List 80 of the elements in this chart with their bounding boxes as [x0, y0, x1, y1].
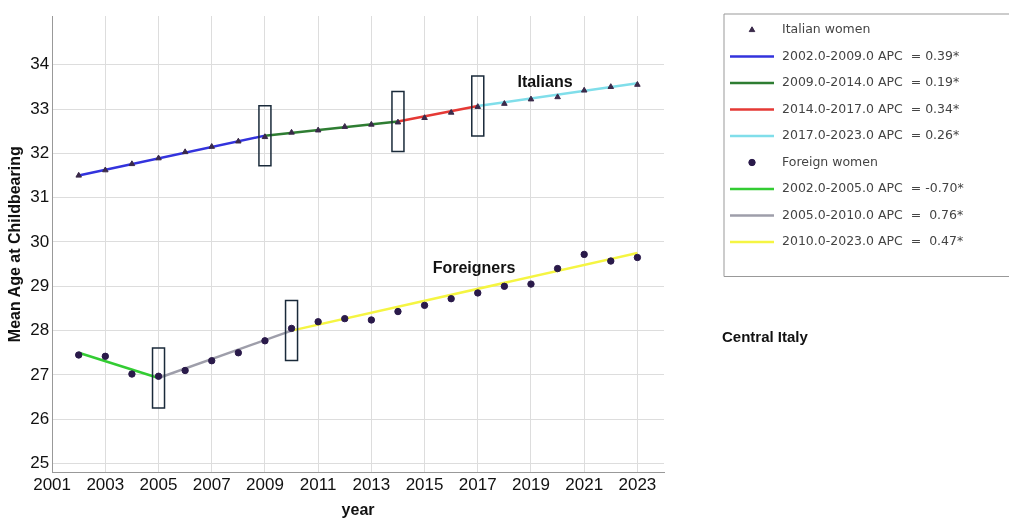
point: [553, 264, 562, 273]
point: [235, 137, 242, 144]
point: [75, 171, 82, 178]
legend-label: 2010.0-2023.0 APC = 0.47*: [782, 233, 964, 249]
point: [394, 118, 402, 125]
point: [181, 366, 189, 375]
point: [580, 86, 588, 93]
point: [314, 126, 322, 133]
point: [394, 307, 402, 316]
text: Central Italy: [722, 328, 808, 345]
x-tick-label: 2021: [565, 475, 604, 495]
legend-label: 2002.0-2009.0 APC = 0.39*: [782, 47, 960, 63]
point: [447, 295, 455, 303]
point: [474, 103, 482, 109]
x-axis-title: year: [341, 500, 375, 518]
point: [181, 148, 189, 155]
x-tick-label: 2001: [33, 475, 72, 495]
legend-label: 2009.0-2014.0 APC = 0.19*: [782, 74, 960, 90]
point: [607, 257, 615, 265]
point: [287, 324, 296, 333]
point: [288, 128, 295, 135]
x-tick-label: 2005: [139, 475, 178, 495]
y-tick-label: 29: [30, 275, 50, 295]
point: [314, 318, 322, 326]
y-tick-label: 30: [30, 231, 50, 251]
point: [527, 280, 535, 288]
y-tick-label: 32: [30, 143, 50, 163]
y-tick-label: 28: [30, 320, 50, 340]
point: [447, 108, 455, 115]
point: [102, 166, 109, 173]
point: [367, 316, 376, 324]
x-tick-label: 2009: [246, 475, 284, 495]
legend-label: Italian women: [782, 21, 871, 37]
point: [500, 282, 509, 290]
x-tick-label: 2019: [512, 475, 550, 495]
point: [607, 83, 615, 89]
legend-label: 2002.0-2005.0 APC = -0.70*: [782, 180, 964, 196]
point: [155, 154, 162, 161]
legend-label: Foreign women: [782, 153, 878, 169]
y-tick-label: 26: [30, 408, 50, 428]
point: [128, 370, 136, 378]
x-tick-label: 2013: [352, 475, 391, 495]
point: [75, 351, 83, 359]
point: [634, 80, 641, 87]
point: [101, 352, 110, 361]
point: [474, 289, 482, 297]
x-tick-label: 2015: [405, 475, 444, 495]
legend-label: 2005.0-2010.0 APC = 0.76*: [782, 206, 964, 222]
point: [154, 372, 163, 380]
point: [261, 133, 269, 140]
point: [341, 314, 349, 323]
point: [368, 120, 375, 127]
legend-label: 2014.0-2017.0 APC = 0.34*: [782, 100, 960, 116]
point: [208, 357, 216, 365]
point: [501, 100, 508, 106]
point: [208, 143, 215, 149]
y-tick-label: 27: [30, 364, 50, 384]
point: [580, 250, 588, 259]
annotation: Italians: [517, 73, 573, 91]
x-tick-label: 2017: [458, 475, 497, 495]
point: [421, 114, 428, 121]
point: [527, 95, 535, 102]
x-tick-label: 2023: [618, 475, 657, 495]
x-tick-label: 2011: [299, 475, 337, 495]
point: [128, 160, 136, 167]
y-axis-title: Mean Age at Childbearing: [6, 146, 24, 343]
y-tick-label: 34: [30, 54, 50, 74]
annotation: Foreigners: [432, 259, 516, 277]
x-tick-label: 2003: [86, 475, 125, 495]
point: [554, 93, 561, 100]
point: [261, 337, 269, 345]
point: [234, 349, 243, 357]
point: [341, 123, 349, 129]
point: [420, 301, 429, 310]
point: [633, 253, 642, 262]
y-tick-label: 31: [30, 187, 50, 207]
x-tick-label: 2007: [192, 475, 231, 495]
y-tick-label: 25: [30, 453, 50, 473]
y-tick-label: 33: [30, 98, 50, 118]
legend-label: 2017.0-2023.0 APC = 0.26*: [782, 127, 960, 143]
